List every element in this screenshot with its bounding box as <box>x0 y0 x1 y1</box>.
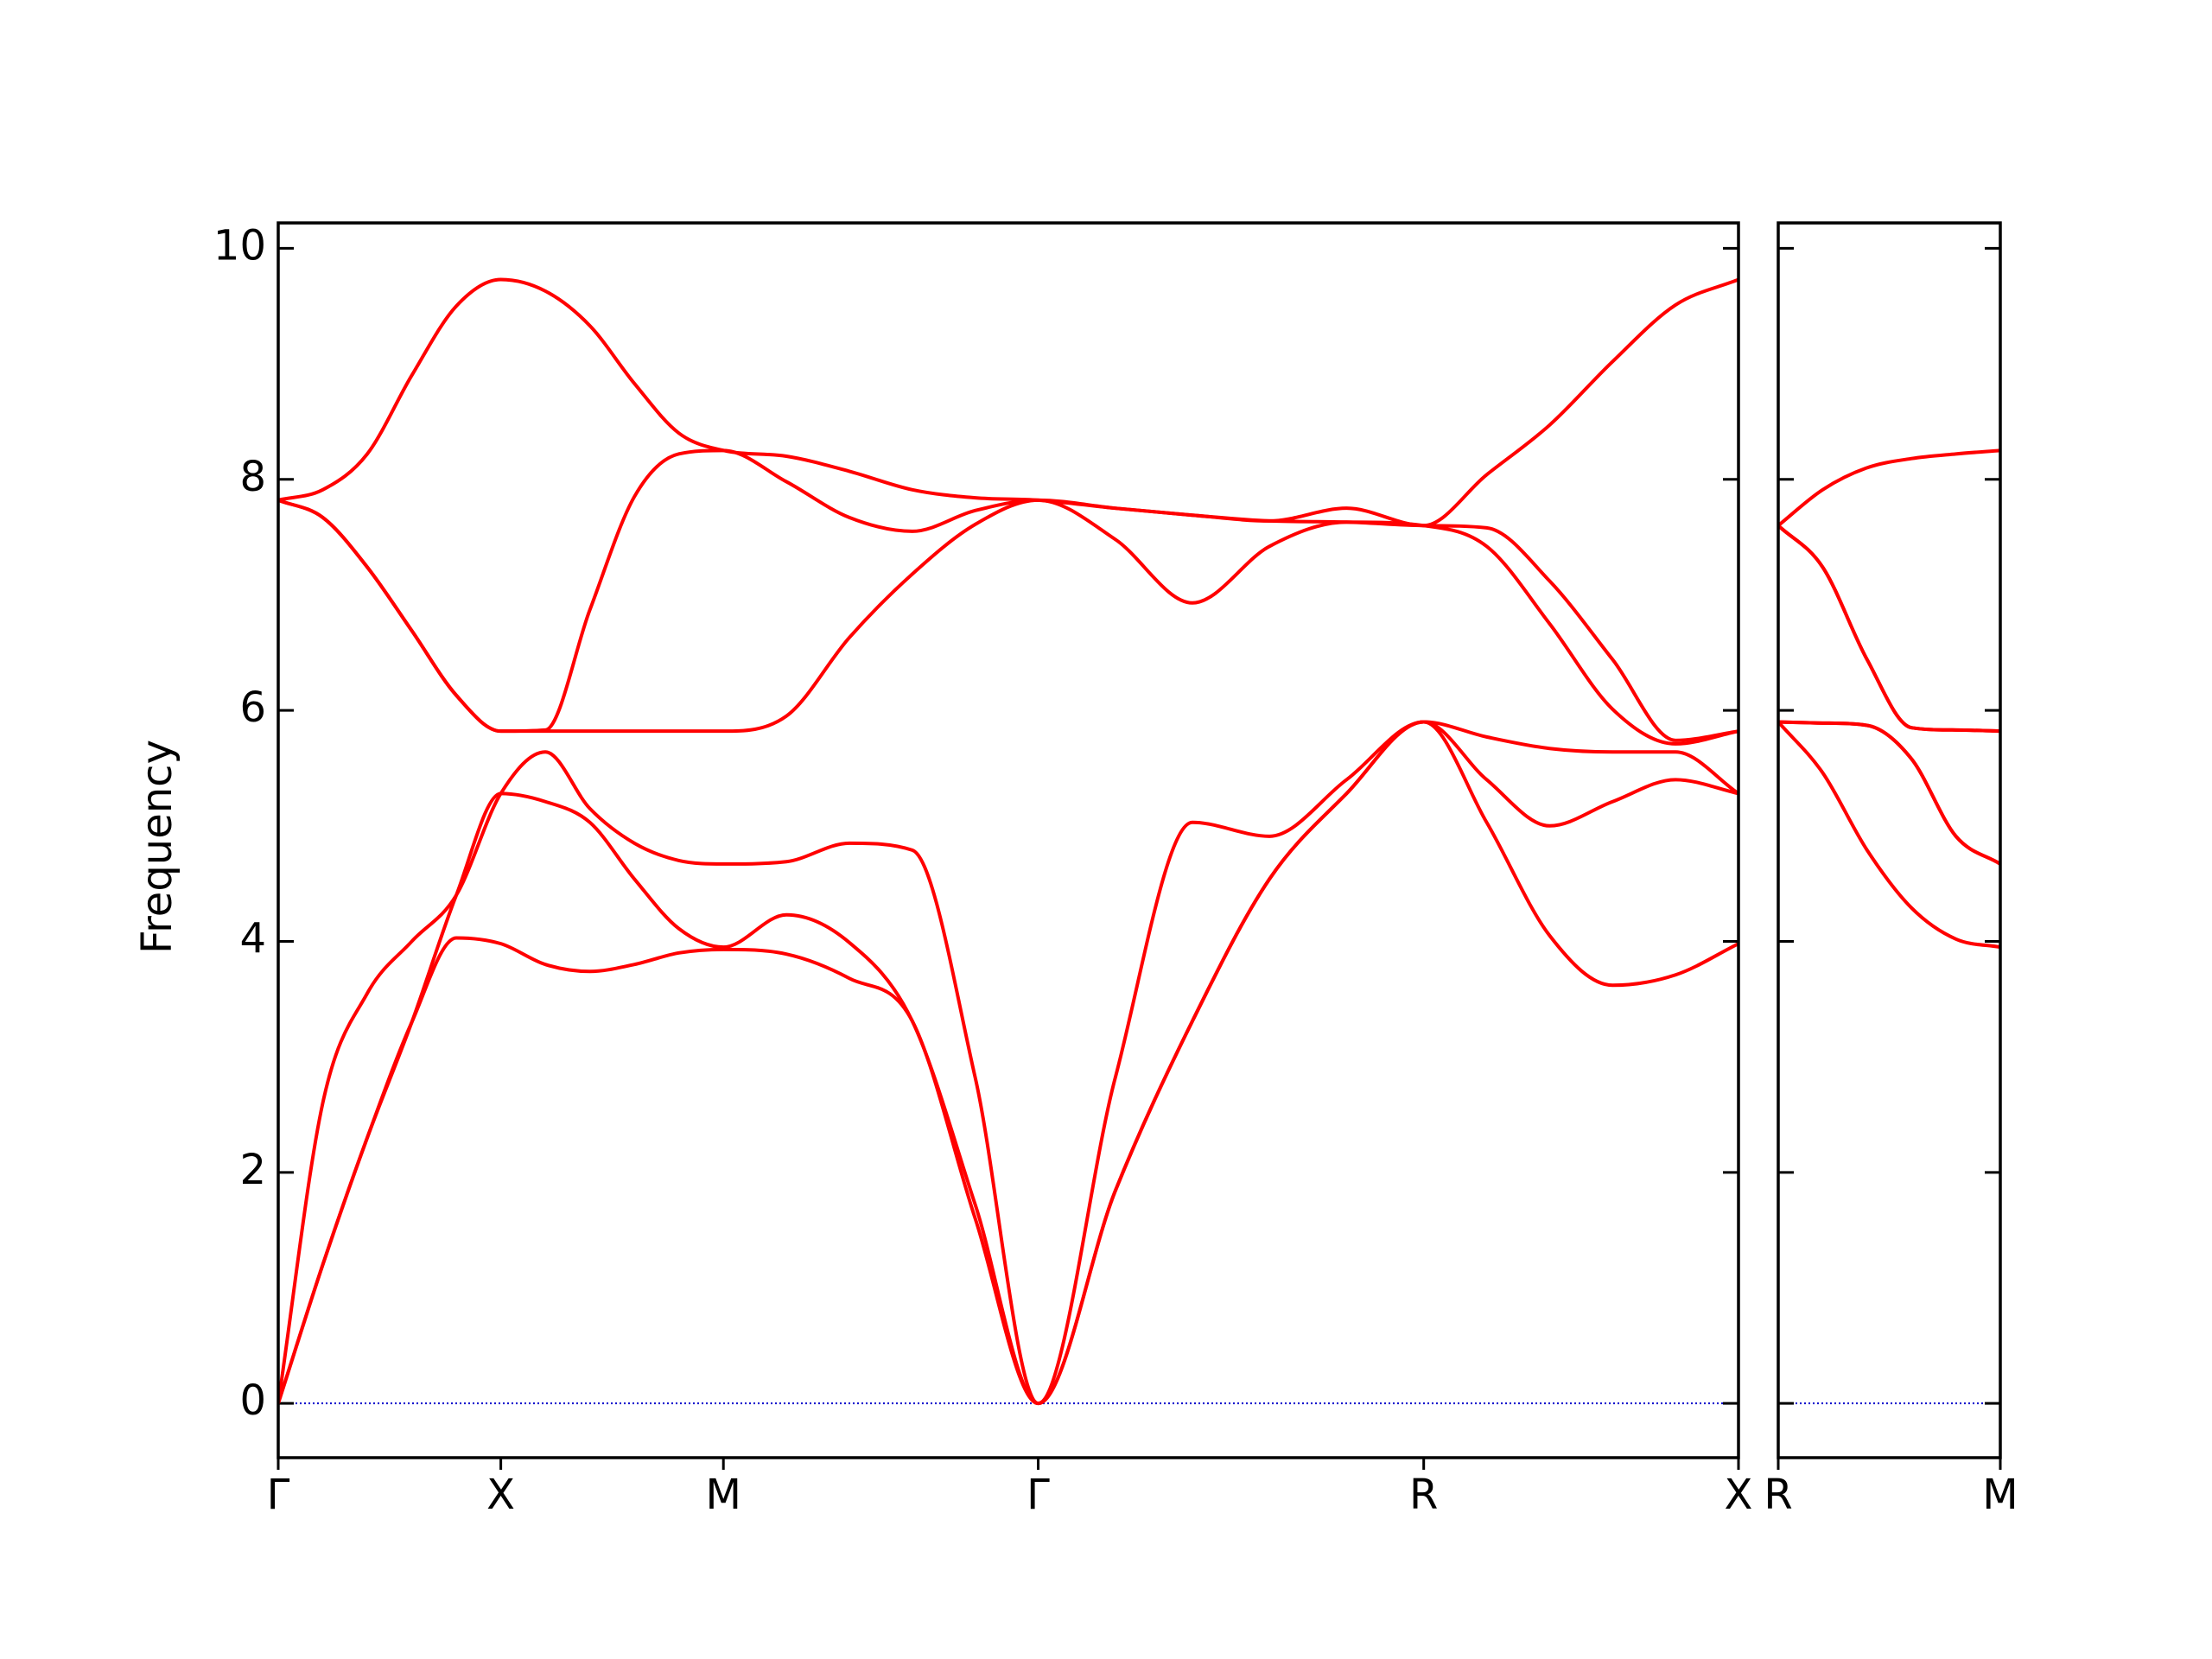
band-line <box>1778 448 2000 527</box>
x-tick-label: Γ <box>1027 1471 1050 1519</box>
x-tick-label: Γ <box>267 1471 290 1519</box>
plot-area <box>278 277 1738 1406</box>
y-tick-label: 10 <box>213 221 266 270</box>
band-line <box>1778 721 2000 950</box>
band-line <box>1778 720 2000 866</box>
x-tick-label: R <box>1409 1471 1438 1519</box>
y-tick-label: 0 <box>239 1376 266 1425</box>
x-tick-label: M <box>706 1471 741 1519</box>
band-line <box>278 720 1738 1406</box>
x-tick-label: R <box>1764 1471 1792 1519</box>
band-line <box>278 498 1738 746</box>
band-line <box>278 720 1738 1406</box>
x-tick-label: M <box>1982 1471 2018 1519</box>
y-tick-label: 6 <box>239 683 266 732</box>
x-tick-label: X <box>1725 1471 1753 1519</box>
x-tick-label: X <box>486 1471 515 1519</box>
y-tick-label: 4 <box>239 914 266 963</box>
y-tick-label: 8 <box>239 453 266 501</box>
band-line <box>278 448 1738 742</box>
band-line <box>1778 720 2000 866</box>
frame <box>276 221 1740 1459</box>
band-line <box>1778 524 2000 734</box>
frame <box>1777 221 2002 1459</box>
band-line <box>278 720 1738 1406</box>
band-line <box>278 277 1738 528</box>
plot-area <box>1778 448 2000 950</box>
y-tick-label: 2 <box>239 1146 266 1194</box>
y-axis-label: Frequency <box>133 740 181 954</box>
